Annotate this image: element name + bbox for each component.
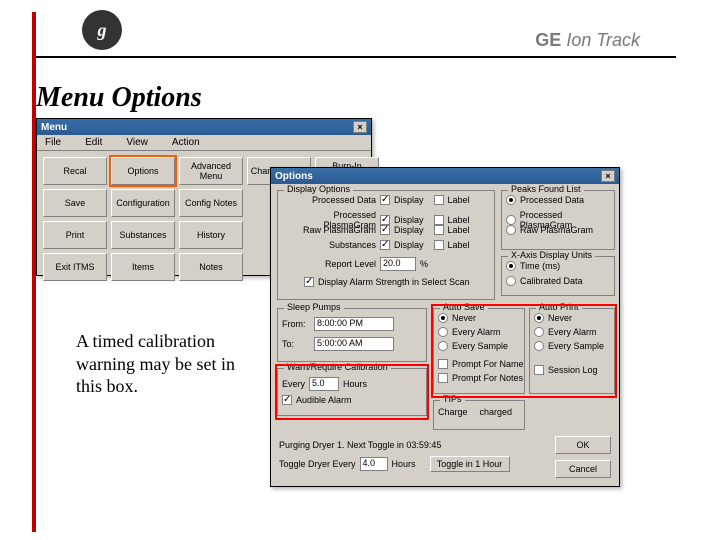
menu-button[interactable]: Substances xyxy=(111,221,175,249)
radio[interactable] xyxy=(534,341,544,351)
peaks-legend: Peaks Found List xyxy=(508,184,584,194)
radio[interactable] xyxy=(438,341,448,351)
prompt-checkbox[interactable] xyxy=(438,373,448,383)
purge-status: Purging Dryer 1. Next Toggle in 03:59:45 xyxy=(279,440,441,450)
menu-button[interactable]: Options xyxy=(111,157,175,185)
radio[interactable] xyxy=(534,313,544,323)
label-checkbox[interactable] xyxy=(434,240,444,250)
header-rule xyxy=(36,56,676,58)
session-log-checkbox[interactable] xyxy=(534,365,544,375)
calib-every-label: Every xyxy=(282,379,305,389)
menu-button[interactable]: Items xyxy=(111,253,175,281)
xaxis-group: X-Axis Display Units Time (ms)Calibrated… xyxy=(501,256,615,296)
sleep-legend: Sleep Pumps xyxy=(284,302,344,312)
calib-every-input[interactable]: 5.0 xyxy=(309,377,339,391)
radio[interactable] xyxy=(506,225,516,235)
close-icon[interactable]: × xyxy=(601,170,615,182)
session-log-label: Session Log xyxy=(548,365,598,375)
alarm-strength-label: Display Alarm Strength in Select Scan xyxy=(318,277,470,287)
toggle-now-button[interactable]: Toggle in 1 Hour xyxy=(430,456,510,472)
radio[interactable] xyxy=(506,261,516,271)
display-checkbox[interactable] xyxy=(380,195,390,205)
menu-action[interactable]: Action xyxy=(172,137,200,148)
menu-title: Menu xyxy=(41,122,67,133)
radio[interactable] xyxy=(438,327,448,337)
autoprint-legend: Auto Print xyxy=(536,302,582,312)
radio[interactable] xyxy=(506,215,516,225)
menu-button[interactable]: Recal xyxy=(43,157,107,185)
menu-button[interactable]: Advanced Menu xyxy=(179,157,243,185)
label-checkbox[interactable] xyxy=(434,195,444,205)
report-level-unit: % xyxy=(420,259,428,269)
radio[interactable] xyxy=(534,327,544,337)
purge-text: Purging Dryer 1. Next Toggle in 03:59:45 xyxy=(279,440,441,450)
cancel-button[interactable]: Cancel xyxy=(555,460,611,478)
menu-button[interactable]: Exit ITMS xyxy=(43,253,107,281)
label-checkbox[interactable] xyxy=(434,225,444,235)
audible-alarm-checkbox[interactable] xyxy=(282,395,292,405)
close-icon[interactable]: × xyxy=(353,121,367,133)
disp-row-label: Substances xyxy=(282,240,376,250)
tips-charge-value: charged xyxy=(480,407,513,417)
options-titlebar: Options × xyxy=(271,168,619,184)
sleep-to-input[interactable]: 5:00:00 AM xyxy=(314,337,394,351)
peaks-group: Peaks Found List Processed DataProcessed… xyxy=(501,190,615,250)
toggle-input[interactable]: 4.0 xyxy=(360,457,388,471)
menu-button[interactable]: Notes xyxy=(179,253,243,281)
tips-legend: TIPs xyxy=(440,394,465,404)
brand-text: GE Ion Track xyxy=(535,30,640,51)
options-window: Options × Display Options Processed Data… xyxy=(270,167,620,487)
slide-caption: A timed calibration warning may be set i… xyxy=(76,330,246,398)
calibration-legend: Warn/Require Calibration xyxy=(284,362,391,372)
calibration-group: Warn/Require Calibration Every 5.0 Hours… xyxy=(277,368,427,416)
sleep-to-label: To: xyxy=(282,339,310,349)
xaxis-legend: X-Axis Display Units xyxy=(508,250,595,260)
display-options-legend: Display Options xyxy=(284,184,353,194)
display-options-group: Display Options Processed Data Display L… xyxy=(277,190,495,300)
disp-row-label: Processed Data xyxy=(282,195,376,205)
sleep-group: Sleep Pumps From: 8:00:00 PM To: 5:00:00… xyxy=(277,308,427,362)
radio[interactable] xyxy=(506,276,516,286)
sleep-from-input[interactable]: 8:00:00 PM xyxy=(314,317,394,331)
calib-hours-label: Hours xyxy=(343,379,367,389)
menu-button[interactable]: Print xyxy=(43,221,107,249)
ok-button[interactable]: OK xyxy=(555,436,611,454)
report-level-input[interactable]: 20.0 xyxy=(380,257,416,271)
radio[interactable] xyxy=(438,313,448,323)
menu-button[interactable]: Configuration xyxy=(111,189,175,217)
brand-ge: GE xyxy=(535,30,561,50)
autoprint-group: Auto Print NeverEvery AlarmEvery Sample … xyxy=(529,308,615,394)
tips-group: TIPs Charge charged xyxy=(433,400,525,430)
menu-button[interactable]: History xyxy=(179,221,243,249)
menu-bar: File Edit View Action xyxy=(37,135,371,151)
label-checkbox[interactable] xyxy=(434,215,444,225)
report-level-label: Report Level xyxy=(282,259,376,269)
menu-view[interactable]: View xyxy=(126,137,148,148)
sleep-from-label: From: xyxy=(282,319,310,329)
disp-row-label: Raw PlasmaGram xyxy=(282,225,376,235)
brand-ion: Ion Track xyxy=(566,30,640,50)
prompt-checkbox[interactable] xyxy=(438,359,448,369)
menu-button[interactable]: Config Notes xyxy=(179,189,243,217)
tips-charge-label: Charge xyxy=(438,407,468,417)
display-checkbox[interactable] xyxy=(380,225,390,235)
toggle-label: Toggle Dryer Every xyxy=(279,459,356,469)
radio[interactable] xyxy=(506,195,516,205)
menu-edit[interactable]: Edit xyxy=(85,137,102,148)
autosave-legend: Auto Save xyxy=(440,302,488,312)
display-checkbox[interactable] xyxy=(380,240,390,250)
toggle-hours: Hours xyxy=(392,459,416,469)
autosave-group: Auto Save NeverEvery AlarmEvery Sample P… xyxy=(433,308,525,394)
ge-logo: g xyxy=(82,10,122,50)
menu-file[interactable]: File xyxy=(45,137,61,148)
audible-alarm-label: Audible Alarm xyxy=(296,395,352,405)
menu-titlebar: Menu × xyxy=(37,119,371,135)
page-title: Menu Options xyxy=(36,82,202,114)
menu-button[interactable]: Save xyxy=(43,189,107,217)
alarm-strength-checkbox[interactable] xyxy=(304,277,314,287)
options-title: Options xyxy=(275,171,313,182)
